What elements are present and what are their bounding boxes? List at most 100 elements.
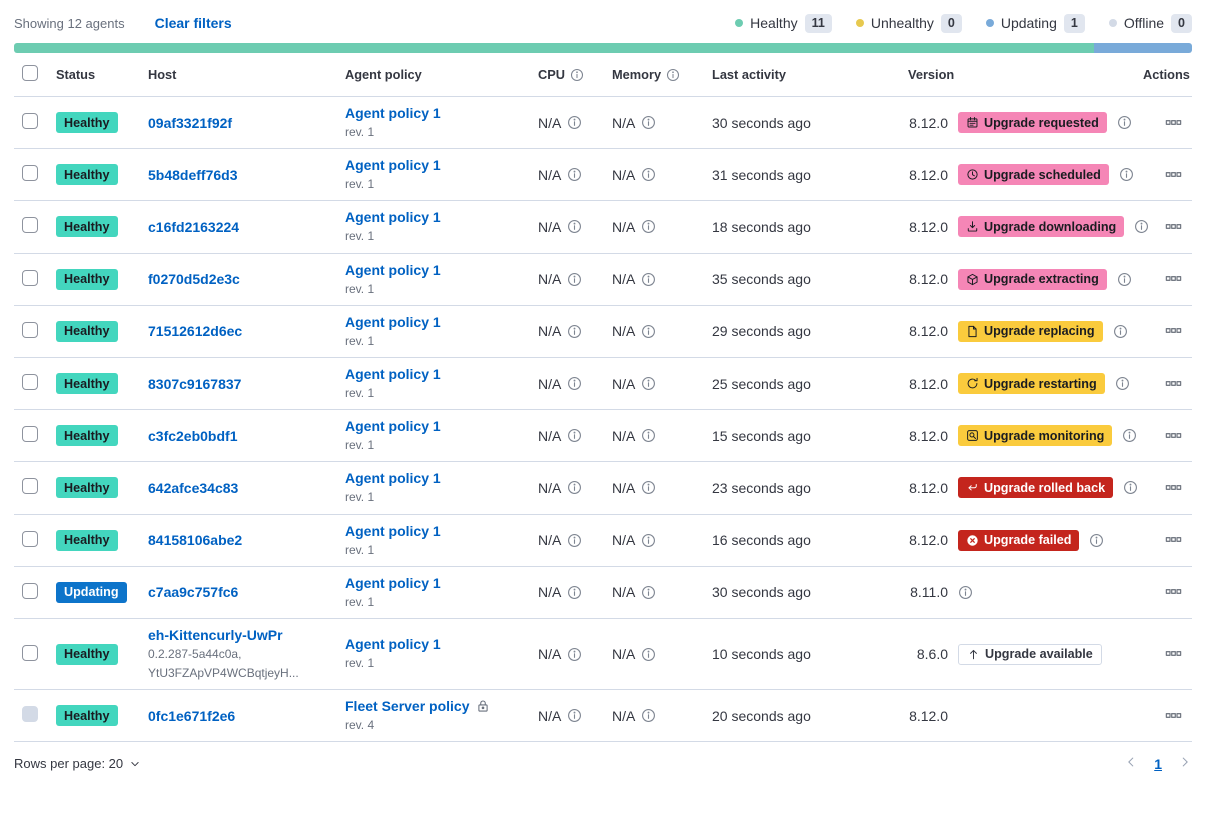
cpu-na-info-icon[interactable] bbox=[567, 376, 582, 391]
memory-na-info-icon[interactable] bbox=[641, 585, 656, 600]
upgrade-info-icon[interactable] bbox=[1122, 428, 1137, 443]
upgrade-info-icon[interactable] bbox=[1115, 376, 1130, 391]
row-checkbox[interactable] bbox=[22, 426, 38, 443]
row-actions-button[interactable] bbox=[1163, 643, 1184, 664]
memory-na-info-icon[interactable] bbox=[641, 708, 656, 723]
row-actions-button[interactable] bbox=[1163, 373, 1184, 394]
row-checkbox[interactable] bbox=[22, 478, 38, 495]
host-link[interactable]: 8307c9167837 bbox=[148, 375, 242, 392]
memory-na-info-icon[interactable] bbox=[641, 533, 656, 548]
row-actions-button[interactable] bbox=[1163, 320, 1184, 341]
agent-policy-link[interactable]: Agent policy 1 bbox=[345, 313, 441, 330]
version-value: 8.12.0 bbox=[909, 271, 948, 288]
col-cpu[interactable]: CPU bbox=[530, 53, 604, 97]
cpu-na-info-icon[interactable] bbox=[567, 324, 582, 339]
col-version[interactable]: Version bbox=[900, 53, 1135, 97]
status-badge: Healthy bbox=[56, 268, 118, 290]
agent-policy-link[interactable]: Agent policy 1 bbox=[345, 522, 441, 539]
host-link[interactable]: 84158106abe2 bbox=[148, 532, 243, 549]
memory-na-info-icon[interactable] bbox=[641, 480, 656, 495]
col-policy[interactable]: Agent policy bbox=[337, 53, 530, 97]
cpu-info-icon[interactable] bbox=[570, 68, 584, 82]
memory-na-info-icon[interactable] bbox=[641, 167, 656, 182]
memory-na-info-icon[interactable] bbox=[641, 115, 656, 130]
cpu-na-info-icon[interactable] bbox=[567, 647, 582, 662]
host-link[interactable]: 0fc1e671f2e6 bbox=[148, 707, 236, 724]
memory-na-info-icon[interactable] bbox=[641, 647, 656, 662]
memory-na-info-icon[interactable] bbox=[641, 324, 656, 339]
boxes-horizontal-icon bbox=[1165, 479, 1182, 496]
row-actions-button[interactable] bbox=[1163, 581, 1184, 602]
cpu-na-info-icon[interactable] bbox=[567, 115, 582, 130]
table-row: Healthy 642afce34c83 Agent policy 1 rev.… bbox=[14, 461, 1192, 515]
host-link[interactable]: f0270d5d2e3c bbox=[148, 271, 240, 288]
page-1-button[interactable]: 1 bbox=[1154, 755, 1162, 772]
row-actions-button[interactable] bbox=[1163, 216, 1184, 237]
clear-filters-button[interactable]: Clear filters bbox=[154, 15, 232, 31]
row-checkbox[interactable] bbox=[22, 321, 38, 338]
agent-policy-link[interactable]: Agent policy 1 bbox=[345, 261, 441, 278]
memory-na-info-icon[interactable] bbox=[641, 376, 656, 391]
cpu-na-info-icon[interactable] bbox=[567, 167, 582, 182]
agent-policy-link[interactable]: Fleet Server policy bbox=[345, 698, 470, 715]
row-checkbox[interactable] bbox=[22, 530, 38, 547]
next-page-button[interactable] bbox=[1178, 755, 1192, 772]
row-checkbox[interactable] bbox=[22, 113, 38, 130]
cpu-na-info-icon[interactable] bbox=[567, 428, 582, 443]
host-link[interactable]: c7aa9c757fc6 bbox=[148, 584, 239, 601]
agent-policy-link[interactable]: Agent policy 1 bbox=[345, 418, 441, 435]
memory-na-info-icon[interactable] bbox=[641, 219, 656, 234]
upgrade-info-icon[interactable] bbox=[1117, 115, 1132, 130]
upgrade-info-icon[interactable] bbox=[1123, 480, 1138, 495]
agent-policy-link[interactable]: Agent policy 1 bbox=[345, 636, 441, 653]
cpu-na-info-icon[interactable] bbox=[567, 708, 582, 723]
col-last-activity[interactable]: Last activity bbox=[704, 53, 900, 97]
row-actions-button[interactable] bbox=[1163, 112, 1184, 133]
row-checkbox[interactable] bbox=[22, 269, 38, 286]
row-actions-button[interactable] bbox=[1163, 477, 1184, 498]
upgrade-info-icon[interactable] bbox=[958, 585, 973, 600]
agent-policy-link[interactable]: Agent policy 1 bbox=[345, 209, 441, 226]
row-checkbox[interactable] bbox=[22, 644, 38, 661]
row-checkbox[interactable] bbox=[22, 582, 38, 599]
agent-policy-link[interactable]: Agent policy 1 bbox=[345, 157, 441, 174]
host-link[interactable]: 642afce34c83 bbox=[148, 479, 239, 496]
agent-policy-link[interactable]: Agent policy 1 bbox=[345, 105, 441, 121]
row-actions-button[interactable] bbox=[1163, 268, 1184, 289]
row-actions-button[interactable] bbox=[1163, 164, 1184, 185]
agent-policy-link[interactable]: Agent policy 1 bbox=[345, 470, 441, 487]
memory-na-info-icon[interactable] bbox=[641, 428, 656, 443]
row-checkbox[interactable] bbox=[22, 217, 38, 234]
upgrade-info-icon[interactable] bbox=[1113, 324, 1128, 339]
host-link[interactable]: 09af3321f92f bbox=[148, 114, 233, 131]
col-memory[interactable]: Memory bbox=[604, 53, 704, 97]
cpu-na-info-icon[interactable] bbox=[567, 480, 582, 495]
host-link[interactable]: c3fc2eb0bdf1 bbox=[148, 427, 238, 444]
col-status[interactable]: Status bbox=[48, 53, 140, 97]
previous-page-button[interactable] bbox=[1124, 755, 1138, 772]
rows-per-page-button[interactable]: Rows per page: 20 bbox=[14, 756, 141, 771]
row-actions-button[interactable] bbox=[1163, 705, 1184, 726]
agent-policy-link[interactable]: Agent policy 1 bbox=[345, 365, 441, 382]
host-link[interactable]: c16fd2163224 bbox=[148, 218, 240, 235]
cpu-na-info-icon[interactable] bbox=[567, 533, 582, 548]
upgrade-info-icon[interactable] bbox=[1117, 272, 1132, 287]
cpu-na-info-icon[interactable] bbox=[567, 219, 582, 234]
upgrade-info-icon[interactable] bbox=[1119, 167, 1134, 182]
host-link[interactable]: 71512612d6ec bbox=[148, 323, 243, 340]
upgrade-info-icon[interactable] bbox=[1134, 219, 1149, 234]
agent-policy-link[interactable]: Agent policy 1 bbox=[345, 574, 441, 591]
cpu-na-info-icon[interactable] bbox=[567, 272, 582, 287]
col-host[interactable]: Host bbox=[140, 53, 337, 97]
host-link[interactable]: eh-Kittencurly-UwPr bbox=[148, 626, 283, 643]
row-actions-button[interactable] bbox=[1163, 529, 1184, 550]
row-checkbox[interactable] bbox=[22, 165, 38, 182]
upgrade-info-icon[interactable] bbox=[1089, 533, 1104, 548]
memory-na-info-icon[interactable] bbox=[641, 272, 656, 287]
select-all-checkbox[interactable] bbox=[22, 65, 38, 81]
cpu-na-info-icon[interactable] bbox=[567, 585, 582, 600]
host-link[interactable]: 5b48deff76d3 bbox=[148, 166, 238, 183]
memory-info-icon[interactable] bbox=[666, 68, 680, 82]
row-checkbox[interactable] bbox=[22, 374, 38, 391]
row-actions-button[interactable] bbox=[1163, 425, 1184, 446]
